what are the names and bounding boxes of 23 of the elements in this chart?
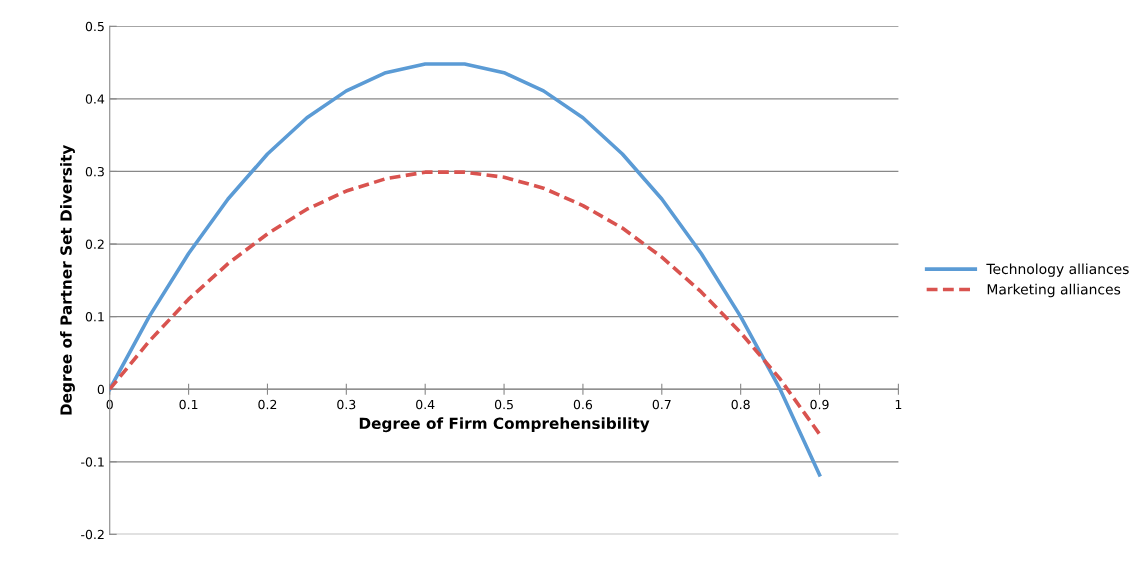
x-tick-label: 0.4 bbox=[416, 399, 435, 410]
x-tick-label: 0.3 bbox=[337, 399, 356, 410]
y-tick-label: 0.1 bbox=[85, 312, 104, 322]
x-tick-label: 0.2 bbox=[258, 399, 277, 410]
x-tick-label: 0.5 bbox=[494, 399, 513, 410]
x-axis-title: Degree of Firm Comprehensibility bbox=[359, 417, 650, 433]
y-tick-label: 0.4 bbox=[85, 94, 105, 104]
y-tick-label: 0 bbox=[97, 384, 105, 395]
y-tick-label: 0.5 bbox=[85, 21, 104, 32]
x-tick-label: 0.1 bbox=[179, 399, 198, 410]
legend-label: Technology alliances bbox=[986, 263, 1129, 277]
legend-label: Marketing alliances bbox=[987, 283, 1121, 298]
x-tick-label: 1 bbox=[895, 400, 902, 410]
x-tick-label: 0.8 bbox=[731, 399, 750, 410]
x-tick-label: 0.7 bbox=[652, 399, 671, 410]
y-tick-label: 0.3 bbox=[85, 166, 104, 177]
y-tick-label: -0.2 bbox=[81, 529, 104, 540]
x-tick-label: 0.9 bbox=[810, 399, 829, 410]
y-tick-label: -0.1 bbox=[81, 457, 104, 467]
y-axis-title: Degree of Partner Set Diversity bbox=[60, 144, 75, 415]
x-tick-label: 0.6 bbox=[573, 399, 593, 410]
x-tick-label: 0 bbox=[106, 399, 113, 410]
y-tick-label: 0.2 bbox=[85, 239, 104, 249]
